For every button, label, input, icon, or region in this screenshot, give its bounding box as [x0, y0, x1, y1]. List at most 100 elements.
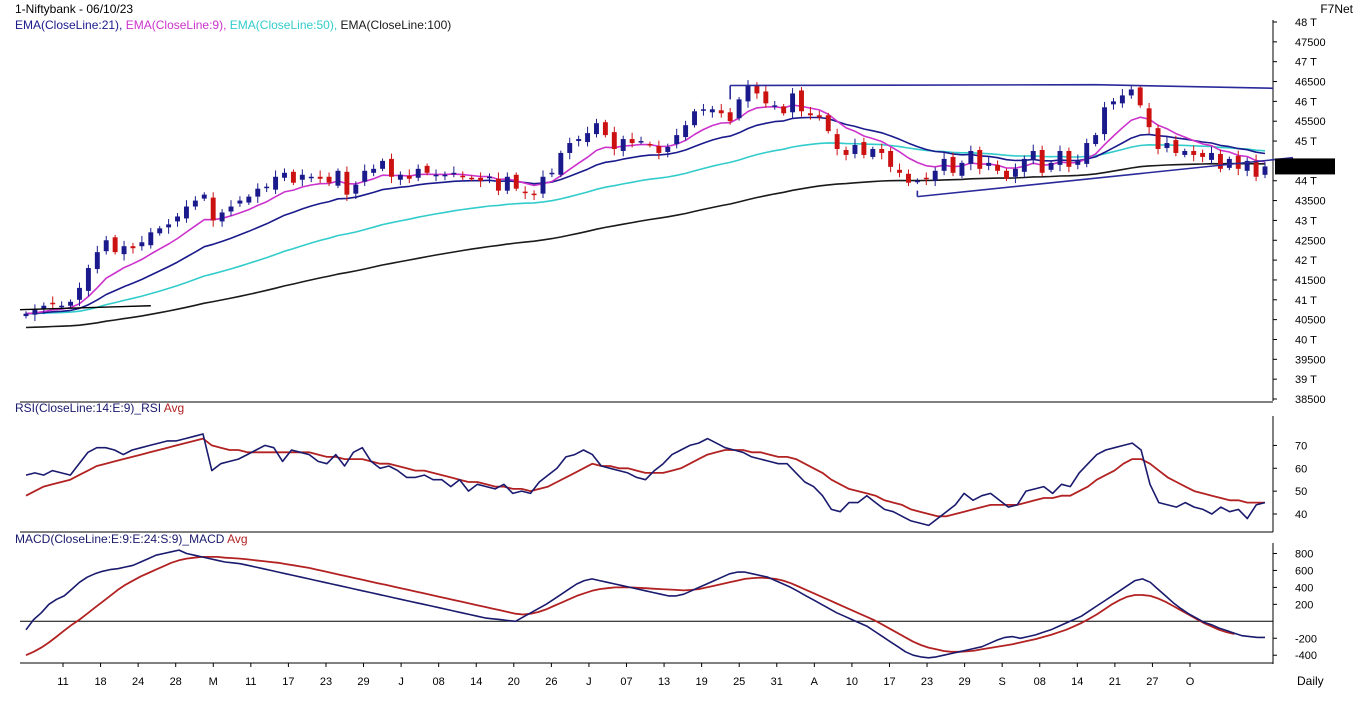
price-y-tick-label: 47 T: [1295, 57, 1317, 69]
candle-up: [585, 133, 591, 143]
candle-up: [433, 174, 439, 177]
candle-up: [709, 109, 715, 113]
legend-ema9[interactable]: EMA(CloseLine:9),: [125, 18, 227, 32]
candle-down: [406, 175, 412, 179]
macd-y-tick-label: 200: [1295, 599, 1313, 611]
time-label: 19: [696, 676, 708, 688]
candle-up: [576, 139, 582, 142]
candle-up: [166, 224, 172, 228]
candle-up: [255, 188, 261, 197]
candle-up: [567, 143, 573, 153]
candle-down: [469, 177, 475, 180]
candle-up: [683, 125, 689, 138]
candle-up: [1057, 150, 1063, 165]
legend-rsi-avg[interactable]: Avg: [163, 401, 185, 415]
candle-down: [879, 148, 885, 153]
price-y-tick-label: 42 T: [1295, 255, 1317, 267]
price-y-tick-label: 40 T: [1295, 334, 1317, 346]
candle-up: [299, 174, 305, 180]
legend-ema21[interactable]: EMA(CloseLine:21),: [15, 18, 123, 32]
time-label: J: [586, 676, 592, 688]
price-y-tick-label: 42500: [1295, 235, 1326, 247]
macd-y-tick-label: -200: [1295, 633, 1317, 645]
time-label: 10: [846, 676, 858, 688]
candle-down: [1137, 87, 1143, 106]
candle-up: [353, 184, 359, 194]
candle-down: [763, 91, 769, 104]
time-label: 11: [245, 676, 256, 688]
candle-up: [932, 170, 938, 181]
rsi-y-tick-label: 70: [1295, 440, 1307, 452]
candle-down: [1039, 149, 1045, 173]
macd-legend: MACD(CloseLine:E:9:E:24:S:9)_MACD Avg: [15, 532, 248, 546]
price-y-tick-label: 46 T: [1295, 96, 1317, 108]
candle-down: [611, 132, 617, 149]
candle-up: [1244, 160, 1250, 171]
time-label: 23: [921, 676, 933, 688]
candle-up: [968, 150, 974, 164]
ema100-line: [25, 162, 1265, 329]
candle-down: [727, 112, 733, 122]
candle-down: [210, 197, 216, 221]
price-y-tick-label: 45500: [1295, 116, 1326, 128]
candle-up: [139, 242, 145, 247]
candle-up: [23, 313, 29, 317]
time-label: 17: [883, 676, 895, 688]
candle-up: [371, 168, 377, 173]
legend-ema50[interactable]: EMA(CloseLine:50),: [229, 18, 338, 32]
period-label: Daily: [1297, 674, 1324, 688]
candle-up: [1111, 101, 1116, 105]
candle-up: [1012, 168, 1018, 177]
candle-up: [192, 200, 198, 207]
candle-up: [1209, 152, 1214, 160]
candle-down: [50, 302, 56, 305]
candle-down: [1191, 150, 1197, 155]
candle-down: [977, 149, 983, 169]
price-y-tick-label: 40500: [1295, 315, 1326, 327]
legend-macd-avg[interactable]: Avg: [227, 532, 248, 546]
candle-up: [736, 99, 742, 119]
candle-up: [1075, 160, 1081, 165]
macd-line: [25, 549, 1265, 659]
time-label: 18: [94, 676, 106, 688]
candle-up: [94, 252, 100, 270]
time-label: 27: [1146, 676, 1158, 688]
candle-up: [32, 309, 38, 315]
candle-up: [638, 141, 644, 143]
candle-up: [620, 139, 626, 151]
time-label: 07: [620, 676, 632, 688]
candle-up: [1226, 158, 1232, 168]
legend-ema100[interactable]: EMA(CloseLine:100): [340, 18, 452, 32]
candle-up: [986, 162, 992, 166]
candle-down: [781, 106, 787, 114]
candle-up: [68, 301, 74, 306]
candle-down: [478, 177, 484, 181]
legend-macd[interactable]: MACD(CloseLine:E:9:E:24:S:9)_MACD: [15, 532, 225, 546]
time-label: 21: [1109, 676, 1121, 688]
candle-up: [504, 176, 510, 191]
candle-down: [718, 110, 724, 114]
candle-up: [790, 93, 796, 113]
candle-up: [959, 162, 965, 176]
candle-up: [59, 305, 65, 308]
price-y-tick-label: 45 T: [1295, 136, 1317, 148]
candle-up: [41, 305, 47, 309]
price-y-tick-label: 46500: [1295, 77, 1326, 89]
candle-up: [1262, 166, 1268, 175]
price-y-tick-label: 39 T: [1295, 374, 1317, 386]
price-y-tick-label: 41500: [1295, 275, 1326, 287]
price-y-tick-label: 48 T: [1295, 17, 1317, 29]
time-label: 25: [733, 676, 745, 688]
candle-up: [85, 268, 91, 291]
candle-up: [549, 172, 555, 175]
time-label: S: [998, 676, 1005, 688]
candle-down: [754, 85, 760, 94]
candle-down: [656, 146, 662, 153]
legend-rsi[interactable]: RSI(CloseLine:14:E:9)_RSI: [15, 401, 162, 415]
ema50-line: [25, 142, 1266, 315]
brand-label: F7Net: [1320, 2, 1353, 16]
candle-up: [451, 172, 457, 175]
candle-down: [326, 176, 332, 183]
candle-up: [487, 176, 492, 179]
